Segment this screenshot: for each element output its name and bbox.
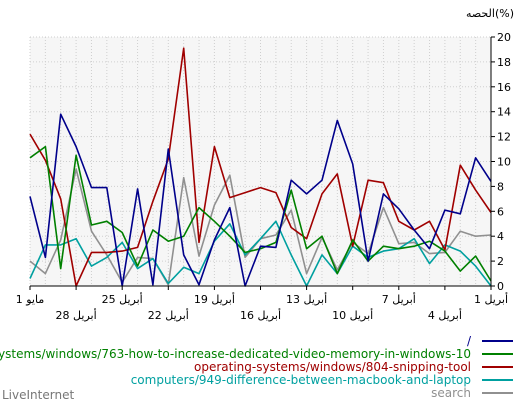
y-tick-label: 12 — [497, 131, 511, 144]
x-tick-label: 13 أبريل — [286, 292, 327, 306]
series-line-1 — [29, 113, 492, 287]
y-tick-label: 20 — [497, 31, 511, 44]
legend-entry: computers/949-difference-between-macbook… — [131, 373, 471, 387]
x-tick-label: 19 أبريل — [194, 292, 235, 306]
x-tick-label: 28 أبريل — [56, 308, 97, 322]
y-tick-label: 8 — [497, 180, 504, 193]
y-tick-label: 4 — [497, 230, 504, 243]
legend-entry: operating-systems/windows/804-snipping-t… — [194, 360, 471, 374]
y-tick-label: 16 — [497, 81, 511, 94]
legend-entry: search — [431, 386, 471, 400]
brand-label: LiveInternet — [2, 388, 74, 402]
x-tick-label: 1 أبريل — [474, 292, 508, 306]
legend-entry: / — [467, 334, 472, 348]
x-tick-label: 7 أبريل — [382, 292, 416, 306]
legend-entry: operating-systems/windows/763-how-to-inc… — [0, 347, 471, 361]
y-tick-label: 10 — [497, 156, 511, 169]
y-axis-label: الحصه(%) — [466, 7, 514, 20]
y-tick-label: 18 — [497, 56, 511, 69]
x-tick-label: 16 أبريل — [240, 308, 281, 322]
x-tick-label: 4 أبريل — [428, 308, 462, 322]
y-tick-label: 2 — [497, 255, 504, 268]
y-tick-label: 6 — [497, 205, 504, 218]
series-line-2 — [29, 145, 492, 282]
x-tick-label: 10 أبريل — [332, 308, 373, 322]
y-tick-label: 14 — [497, 106, 511, 119]
y-tick-label: 0 — [497, 280, 504, 293]
x-tick-label: 25 أبريل — [102, 292, 143, 306]
x-tick-label: 22 أبريل — [148, 308, 189, 322]
series-line-4 — [29, 220, 492, 287]
x-tick-label: 1 مايو — [16, 293, 45, 306]
